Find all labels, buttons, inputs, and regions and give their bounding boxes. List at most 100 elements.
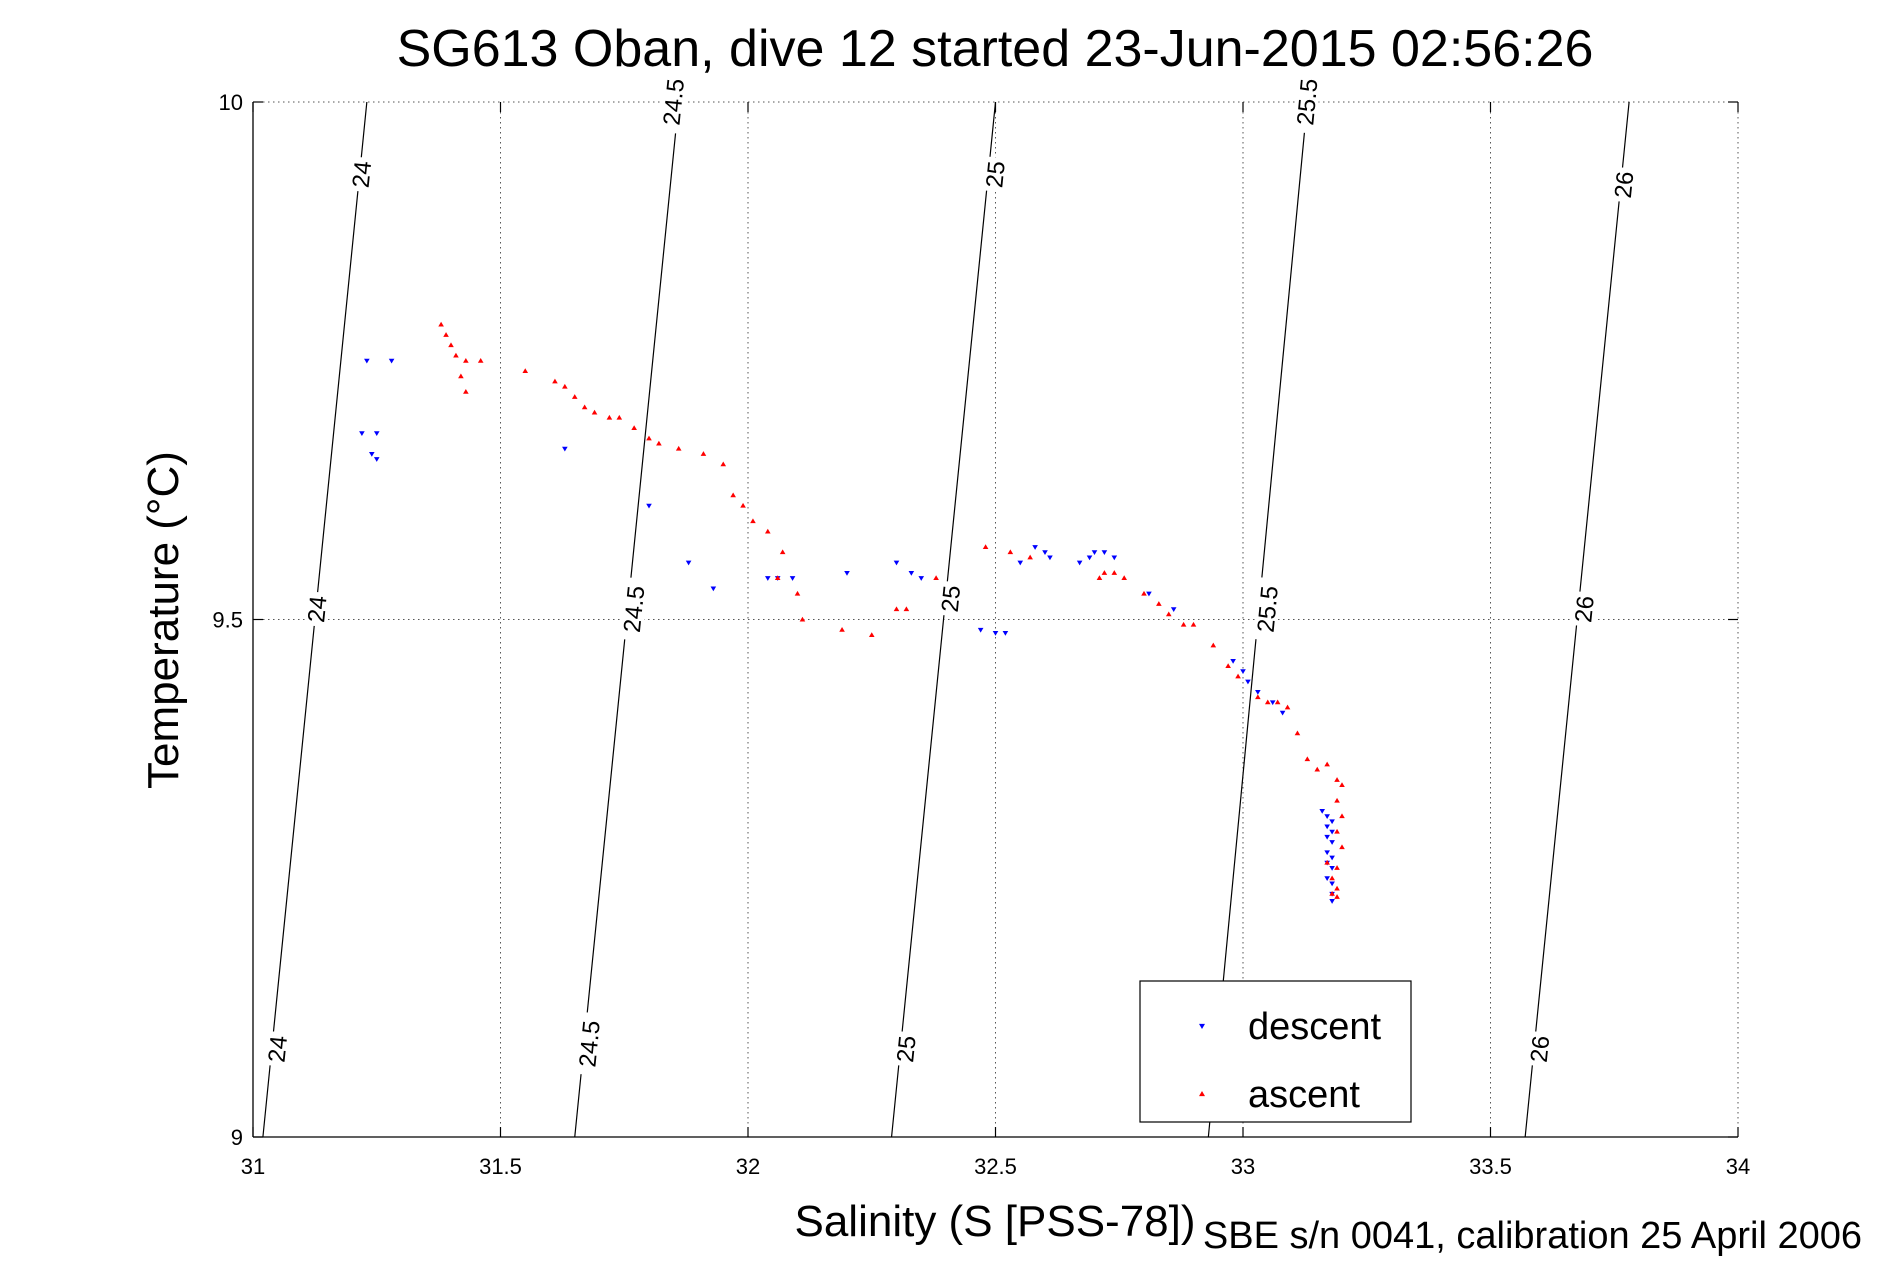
data-point-ascent xyxy=(765,528,771,534)
data-point-descent xyxy=(1324,850,1330,856)
data-point-descent xyxy=(1086,555,1093,561)
data-point-ascent xyxy=(903,606,910,612)
data-point-descent xyxy=(844,570,850,576)
data-point-descent xyxy=(789,576,796,581)
data-point-ascent xyxy=(1111,570,1118,575)
data-point-descent xyxy=(1240,669,1246,675)
data-point-ascent xyxy=(1294,730,1301,736)
data-point-descent xyxy=(359,431,365,436)
data-point-ascent xyxy=(463,357,469,363)
data-point-descent xyxy=(1076,560,1083,566)
data-point-ascent xyxy=(443,332,449,337)
data-point-ascent xyxy=(933,575,939,581)
data-point-ascent xyxy=(1096,575,1103,581)
legend-label-descent: descent xyxy=(1248,1006,1382,1048)
data-point-ascent xyxy=(750,518,756,524)
data-point-ascent xyxy=(1274,699,1281,705)
data-point-ascent xyxy=(1334,885,1340,891)
data-point-ascent xyxy=(1190,621,1197,627)
x-tick-label: 34 xyxy=(1726,1154,1750,1179)
data-point-descent xyxy=(1324,876,1330,882)
data-point-descent xyxy=(1111,555,1118,561)
data-point-ascent xyxy=(799,616,806,622)
series-ascent xyxy=(438,321,1345,899)
data-point-descent xyxy=(893,560,900,566)
data-point-ascent xyxy=(1264,699,1271,705)
data-point-descent xyxy=(369,451,375,457)
data-point-descent xyxy=(1329,899,1335,904)
data-point-descent xyxy=(1042,550,1048,556)
data-point-ascent xyxy=(591,409,598,415)
data-point-ascent xyxy=(1027,554,1033,560)
data-point-ascent xyxy=(463,389,469,394)
data-point-ascent xyxy=(552,378,558,384)
data-point-ascent xyxy=(1339,813,1345,819)
grid-lines xyxy=(252,101,1739,1138)
x-axis-ticks: 31 31.5 32 32.5 33 33.5 34 xyxy=(241,102,1750,1179)
data-point-descent xyxy=(388,358,395,364)
density-contour-label: 24 xyxy=(263,1034,293,1063)
data-point-descent xyxy=(1146,591,1152,597)
data-point-ascent xyxy=(1324,859,1330,865)
data-point-descent xyxy=(1329,865,1335,871)
calibration-note: SBE s/n 0041, calibration 25 April 2006 xyxy=(1203,1215,1862,1257)
x-tick-label: 33 xyxy=(1231,1154,1255,1179)
density-contour-label-group: 24 xyxy=(263,1031,293,1068)
density-contour-label: 24.5 xyxy=(574,1019,606,1068)
data-point-descent xyxy=(1101,550,1108,556)
data-point-descent xyxy=(1032,545,1038,550)
data-point-ascent xyxy=(893,606,900,612)
data-point-descent xyxy=(646,503,652,509)
x-tick-label: 33.5 xyxy=(1469,1154,1512,1179)
data-point-ascent xyxy=(448,342,454,348)
density-contour-label: 24 xyxy=(303,595,333,624)
data-point-ascent xyxy=(1334,828,1340,834)
data-point-descent xyxy=(685,560,692,566)
data-point-ascent xyxy=(779,549,786,555)
data-point-ascent xyxy=(1235,673,1241,679)
data-point-ascent xyxy=(458,373,464,379)
data-point-ascent xyxy=(720,461,727,467)
data-point-descent xyxy=(1255,689,1261,695)
data-point-ascent xyxy=(1225,663,1231,669)
legend: descent ascent xyxy=(1139,980,1412,1123)
x-tick-label: 32.5 xyxy=(974,1154,1017,1179)
legend-box xyxy=(1139,980,1412,1123)
data-point-descent xyxy=(373,457,380,462)
data-point-descent xyxy=(1324,824,1330,830)
data-point-descent xyxy=(1170,607,1177,612)
data-point-ascent xyxy=(453,352,459,358)
density-contour-label: 25 xyxy=(937,584,967,613)
data-point-descent xyxy=(918,576,925,581)
legend-label-ascent: ascent xyxy=(1248,1074,1360,1116)
y-tick-label: 10 xyxy=(219,90,243,115)
data-point-ascent xyxy=(868,632,875,637)
x-tick-label: 31 xyxy=(241,1154,265,1179)
chart-title: SG613 Oban, dive 12 started 23-Jun-2015 … xyxy=(397,20,1594,78)
data-point-descent xyxy=(364,358,370,364)
data-point-ascent xyxy=(794,590,801,596)
data-point-ascent xyxy=(1180,621,1187,627)
data-point-ascent xyxy=(730,492,736,498)
data-point-descent xyxy=(1245,679,1251,685)
density-contour-label: 26 xyxy=(1526,1034,1556,1063)
density-contour-label: 26 xyxy=(1610,170,1640,199)
data-point-descent xyxy=(373,431,380,436)
data-point-ascent xyxy=(1314,766,1321,772)
data-point-ascent xyxy=(1007,549,1014,555)
data-point-descent xyxy=(1017,560,1024,566)
data-point-descent xyxy=(710,586,717,592)
data-point-ascent xyxy=(438,321,444,327)
data-point-descent xyxy=(765,576,771,581)
density-contour-label: 25.5 xyxy=(1292,78,1323,127)
data-point-descent xyxy=(1230,658,1236,664)
data-point-descent xyxy=(1279,710,1286,716)
data-point-ascent xyxy=(477,357,484,363)
x-tick-label: 31.5 xyxy=(479,1154,522,1179)
density-contour-label-group: 25 xyxy=(981,156,1011,193)
density-contour-label-group: 24.5 xyxy=(619,577,650,642)
data-point-descent xyxy=(1329,829,1335,835)
data-point-ascent xyxy=(1121,575,1127,581)
data-point-descent xyxy=(562,446,568,452)
